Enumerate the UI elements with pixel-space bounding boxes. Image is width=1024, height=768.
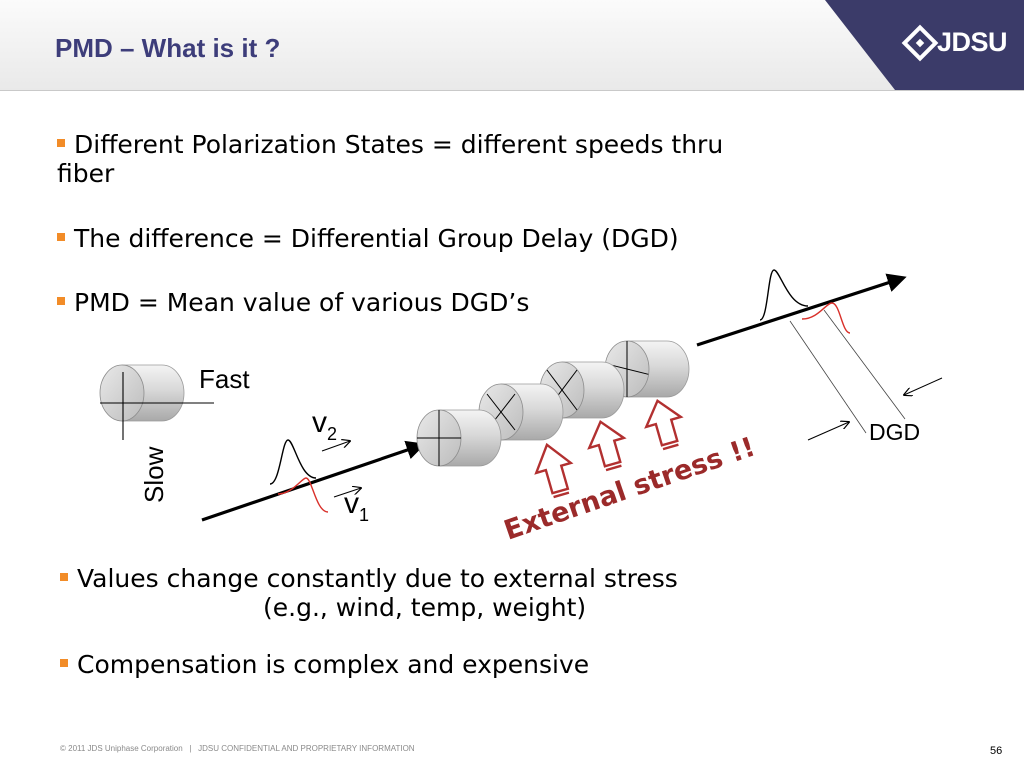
bullet-marker	[60, 573, 68, 581]
v1-label: v1	[344, 487, 369, 525]
bullet-pmd: PMD = Mean value of various DGD’s	[57, 288, 529, 317]
output-pulse-black	[759, 269, 809, 321]
v1-subscript: 1	[359, 505, 369, 525]
dgd-arrow-left	[807, 422, 849, 441]
stress-arrow-2	[587, 419, 627, 472]
bullet-dgd: The difference = Differential Group Dela…	[57, 224, 679, 253]
v2-subscript: 2	[327, 424, 337, 444]
v2-base: v	[312, 406, 327, 439]
bullet-polarization: Different Polarization States = differen…	[57, 130, 897, 188]
bullet-text-cont: (e.g., wind, temp, weight)	[263, 593, 587, 622]
bullet-text: Values change constantly due to external…	[77, 564, 678, 593]
logo-band	[825, 0, 1024, 90]
output-fiber-line	[696, 273, 907, 347]
page-number: 56	[990, 745, 1003, 757]
bullet-text-cont: fiber	[57, 159, 115, 188]
bullet-text: The difference = Differential Group Dela…	[74, 224, 679, 253]
page-title: PMD – What is it ?	[55, 33, 281, 63]
bullet-text: PMD = Mean value of various DGD’s	[74, 288, 530, 317]
jdsu-logo-text: JDSU	[937, 27, 1008, 57]
bullet-text: Compensation is complex and expensive	[77, 650, 590, 679]
output-pulse-red	[801, 302, 851, 334]
bullet-values-change: Values change constantly due to external…	[60, 564, 820, 622]
input-fiber-line	[201, 440, 426, 522]
fiber-segment-1	[416, 409, 502, 467]
bullet-marker	[57, 139, 65, 147]
external-stress-label: External stress !!	[500, 432, 759, 547]
fiber-cylinder-left	[99, 364, 185, 422]
bullet-marker	[60, 659, 68, 667]
dgd-label: DGD	[869, 419, 920, 445]
dgd-projection-2	[823, 309, 906, 420]
bullet-compensation: Compensation is complex and expensive	[60, 650, 589, 679]
input-pulse-red	[277, 477, 329, 513]
bullet-marker	[57, 297, 65, 305]
v2-label: v2	[312, 406, 337, 444]
stress-arrow-3	[644, 398, 684, 451]
input-pulse-black	[269, 439, 317, 485]
v1-arrow	[333, 488, 361, 498]
stress-arrow-1	[534, 442, 574, 499]
dgd-arrow-right	[904, 377, 943, 395]
footer-copyright: © 2011 JDS Uniphase Corporation | JDSU C…	[60, 744, 415, 753]
bullet-marker	[57, 233, 65, 241]
v2-arrow	[321, 441, 350, 452]
fast-label: Fast	[199, 364, 250, 394]
v1-base: v	[344, 487, 359, 520]
slow-label: Slow	[139, 446, 169, 503]
bullet-text: Different Polarization States = differen…	[74, 130, 724, 159]
dgd-projection-1	[789, 320, 867, 434]
